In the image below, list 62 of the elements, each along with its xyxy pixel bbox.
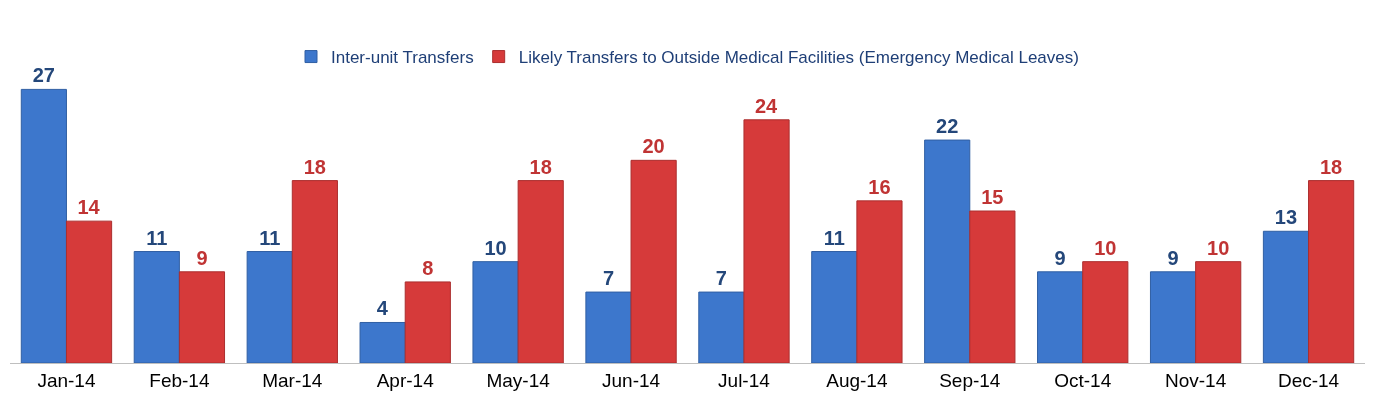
data-label: 11 (146, 226, 168, 249)
bar (291, 180, 338, 363)
x-tick-label: Jun-14 (601, 369, 661, 391)
x-tick-label: Nov-14 (1165, 369, 1227, 391)
bar (1195, 261, 1242, 363)
bar (924, 139, 971, 363)
bar (517, 180, 564, 363)
data-label: 22 (936, 115, 959, 138)
data-label: 10 (1094, 236, 1117, 259)
bar (404, 281, 451, 363)
bar (359, 321, 406, 363)
data-label: 14 (77, 196, 101, 219)
data-label: 9 (196, 246, 208, 269)
bar (20, 88, 67, 363)
bar (178, 271, 226, 363)
data-label: 10 (484, 236, 507, 259)
data-label: 20 (642, 135, 665, 158)
x-tick-label: Feb-14 (149, 369, 210, 391)
data-label: 9 (1054, 246, 1066, 269)
bar (1037, 271, 1084, 363)
data-label: 4 (376, 297, 389, 320)
data-label: 24 (754, 94, 779, 117)
data-label: 11 (259, 226, 281, 249)
bar (630, 159, 677, 363)
bar (743, 119, 790, 363)
x-tick-label: Sep-14 (939, 369, 1001, 391)
bar (698, 291, 745, 363)
x-tick-label: Dec-14 (1277, 369, 1340, 391)
x-tick-label: May-14 (486, 369, 551, 391)
bar (811, 251, 858, 363)
data-label: 10 (1207, 236, 1230, 259)
x-tick-label: Jan-14 (37, 369, 96, 391)
bar (585, 291, 632, 363)
data-label: 15 (981, 186, 1004, 208)
legend-label: Inter-unit Transfers (331, 48, 474, 68)
bar (1262, 230, 1310, 363)
data-label: 13 (1274, 206, 1298, 229)
x-tick-label: Aug-14 (826, 369, 888, 391)
bar (65, 220, 113, 363)
data-label: 18 (303, 155, 326, 178)
bar (969, 210, 1016, 363)
data-label: 18 (529, 155, 552, 178)
data-label: 27 (32, 64, 55, 87)
data-label: 9 (1167, 246, 1179, 269)
bar (133, 251, 180, 363)
legend-label: Likely Transfers to Outside Medical Facilities (Emergency Medical Leaves) (518, 48, 1079, 68)
bar (246, 251, 293, 363)
data-label: 7 (602, 267, 615, 290)
bar (856, 200, 903, 363)
data-label: 7 (715, 267, 727, 290)
data-label: 18 (1320, 155, 1343, 178)
x-tick-label: Jul-14 (718, 369, 771, 391)
bar (472, 261, 519, 363)
data-label: 16 (868, 175, 891, 198)
data-label: 8 (422, 256, 434, 279)
bar (1308, 180, 1355, 363)
x-tick-label: Mar-14 (262, 369, 323, 391)
x-tick-label: Oct-14 (1054, 369, 1112, 391)
data-label: 11 (823, 226, 845, 249)
bar (1082, 261, 1129, 363)
bar (1149, 271, 1197, 363)
x-tick-label: Apr-14 (376, 369, 435, 391)
